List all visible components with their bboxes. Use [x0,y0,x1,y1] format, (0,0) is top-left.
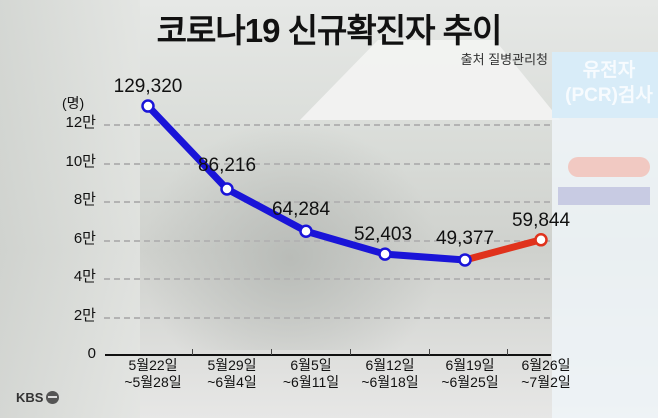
x-tick-label: 6월5일 ~6월11일 [282,357,340,390]
y-tick-label: 4만 [73,268,96,285]
x-tick-label: 5월22일 ~5월28일 [124,357,182,390]
y-tick-label: 8만 [73,191,96,208]
data-value-label: 86,216 [197,155,257,177]
kbs-logo: KBS [16,390,60,405]
background-building [0,0,140,418]
gridline [104,316,550,319]
gridline [104,124,550,126]
x-tick-mark [349,349,351,355]
x-tick-label: 6월26일 ~7월2일 [521,357,571,390]
x-tick-mark [270,349,272,355]
data-value-label: 52,403 [353,224,413,246]
x-axis-line [105,354,551,356]
x-tick-mark [507,349,508,355]
x-tick-mark [429,349,430,355]
x-tick-label: 5월29일 ~6월4일 [207,357,257,390]
data-value-label: 49,377 [435,227,495,249]
rise-line [461,236,545,264]
x-tick-mark [191,349,193,355]
y-axis-unit: (명) [62,95,85,111]
background-sign-text: 유전자 (PCR)검사 [560,58,658,108]
gridline [104,201,550,203]
kbs-logo-icon [46,391,60,404]
sign-line-2: (PCR)검사 [565,85,653,106]
gridline [104,162,550,165]
data-value-label: 64,284 [271,199,331,221]
data-point-marker [299,224,313,239]
background-sign-header [552,52,658,118]
y-tick-label: 2만 [73,306,96,324]
background-sign-pill [568,157,650,177]
background-sign-band [558,187,650,205]
data-point-marker [458,253,472,267]
y-tick-label: 6만 [73,229,96,247]
gridline [104,278,550,280]
x-tick-label: 6월19일 ~6월25일 [441,357,499,390]
data-point-marker [378,247,392,261]
chart-title: 코로나19 신규확진자 추이 [156,12,503,49]
sign-line-1: 유전자 [582,60,636,81]
data-point-marker [534,233,548,247]
logo-text: KBS [16,390,44,405]
y-tick-label: 10만 [65,152,97,170]
source-label: 출처 질병관리청 [460,52,548,67]
background-people [140,120,440,350]
data-point-marker [141,99,155,113]
y-tick-label: 12만 [65,114,97,131]
data-point-marker [220,182,234,196]
data-value-label: 129,320 [113,76,183,98]
x-tick-label: 6월12일 ~6월18일 [361,357,419,390]
data-value-label: 59,844 [511,209,571,231]
y-tick-label: 0 [87,345,96,362]
